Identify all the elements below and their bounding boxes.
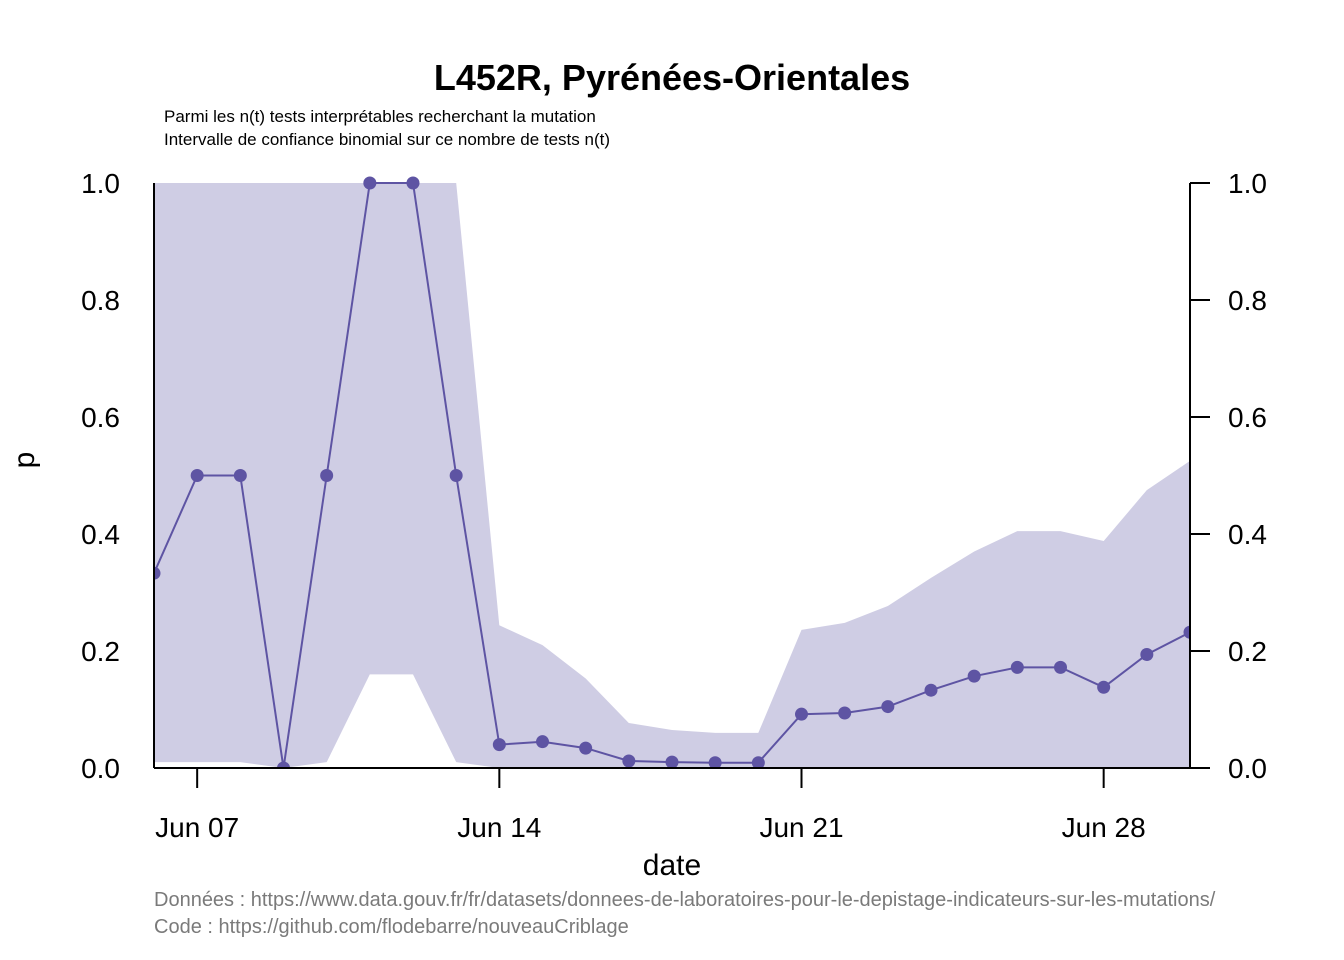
data-point (233, 469, 247, 482)
data-point (154, 566, 161, 580)
y-tick-label-right: 0.8 (1228, 285, 1267, 316)
chart-subtitle-line-2: Intervalle de confiance binomial sur ce … (164, 130, 610, 149)
y-tick-label-right: 1.0 (1228, 168, 1267, 199)
data-point (1183, 625, 1190, 639)
y-tick-label-right: 0.2 (1228, 636, 1267, 667)
data-point (363, 176, 377, 190)
data-point (665, 755, 679, 769)
data-point (1140, 648, 1154, 662)
data-point (320, 469, 334, 482)
data-point (406, 176, 420, 190)
confidence-band (154, 183, 1190, 768)
x-tick-label: Jun 21 (759, 812, 843, 843)
data-source-caption: Données : https://www.data.gouv.fr/fr/da… (154, 889, 1216, 911)
data-point (708, 756, 722, 769)
plot-area (154, 176, 1190, 769)
data-point (795, 707, 808, 721)
data-point (449, 469, 463, 482)
y-axis-label: p (8, 452, 41, 469)
data-point (492, 738, 506, 752)
x-tick-label: Jun 28 (1062, 812, 1146, 843)
axes: 0.0 0.0 0.2 0.2 0.4 0.4 0.6 0.6 0.8 0.8 1.0 1.0 Jun … (81, 168, 1267, 843)
y-tick-label-left: 0.6 (81, 402, 120, 433)
data-point (536, 735, 549, 749)
data-point (1054, 660, 1067, 674)
y-tick-label-left: 0.8 (81, 285, 120, 316)
data-point (924, 683, 938, 697)
y-tick-label-left: 0.4 (81, 519, 120, 550)
y-tick-label-right: 0.6 (1228, 402, 1267, 433)
data-point (881, 700, 895, 714)
data-point (1097, 680, 1111, 694)
y-tick-label-left: 0.0 (81, 753, 120, 784)
data-point (751, 756, 765, 769)
x-tick-label: Jun 14 (457, 812, 541, 843)
x-axis-label: date (643, 849, 701, 882)
code-source-caption: Code : https://github.com/flodebarre/nou… (154, 916, 629, 938)
data-point (838, 706, 852, 720)
data-point (1010, 660, 1024, 674)
y-tick-label-right: 0.4 (1228, 519, 1267, 550)
y-tick-label-left: 1.0 (81, 168, 120, 199)
y-tick-label-right: 0.0 (1228, 753, 1267, 784)
data-point (190, 469, 204, 482)
y-tick-label-left: 0.2 (81, 636, 120, 667)
data-point (579, 741, 593, 755)
data-point (622, 754, 636, 768)
x-tick-label: Jun 07 (155, 812, 239, 843)
chart-subtitle-line-1: Parmi les n(t) tests interprétables rech… (164, 107, 596, 126)
chart-title: L452R, Pyrénées-Orientales (434, 57, 910, 98)
data-point (967, 669, 981, 683)
